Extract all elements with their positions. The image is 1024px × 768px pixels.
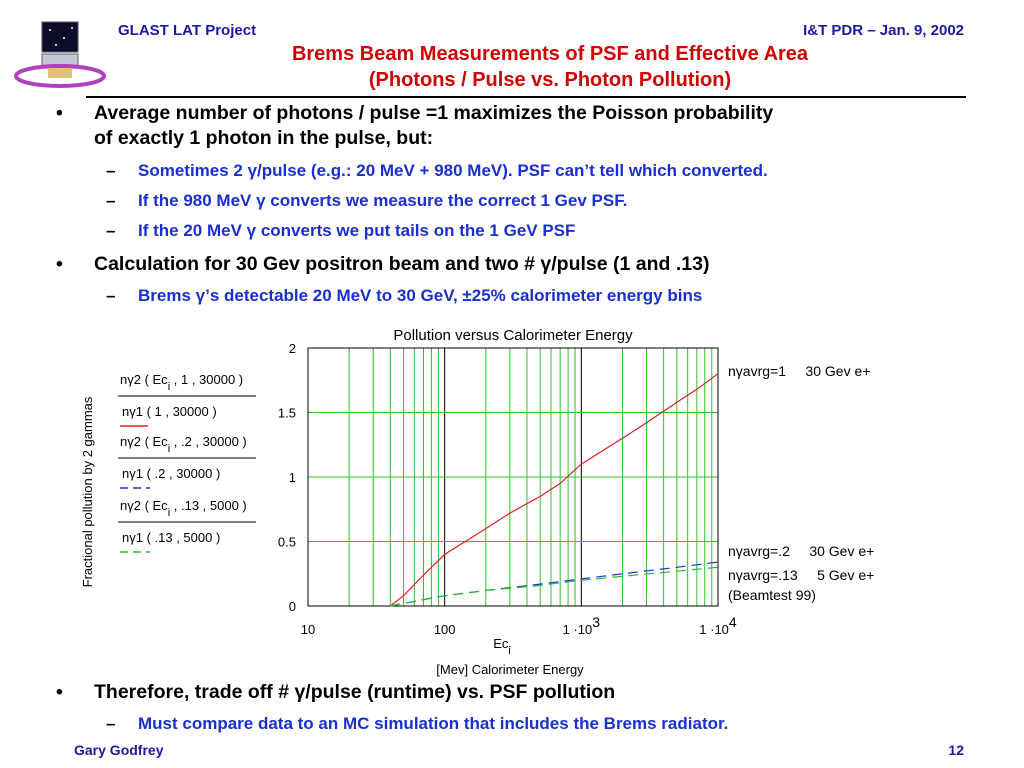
glast-logo: [14, 21, 106, 88]
y-tick-label: 1: [289, 470, 296, 485]
bullet-1-line1: Average number of photons / pulse =1 max…: [94, 102, 774, 124]
beamtest-annotation: (Beamtest 99): [728, 587, 816, 603]
legend-formulas: nγ2 ( Eci , 1 , 30000 ) nγ1 ( 1 , 30000 …: [118, 372, 256, 553]
project-name: GLAST LAT Project: [118, 22, 257, 39]
slide-title-line2: (Photons / Pulse vs. Photon Pollution): [368, 69, 732, 91]
y-tick-label: 0: [289, 599, 296, 614]
chart-title: Pollution versus Calorimeter Energy: [393, 327, 633, 344]
y-axis-label: Fractional pollution by 2 gammas: [80, 396, 95, 587]
bullet-1-sub-1: – Sometimes 2 γ/pulse (e.g.: 20 MeV + 980…: [106, 161, 768, 180]
series-lines: [389, 373, 719, 607]
chart-grid: [308, 348, 718, 606]
slide-title-line1: Brems Beam Measurements of PSF and Effec…: [291, 43, 809, 65]
bullet-dot: •: [56, 102, 63, 124]
y-tick-label: 1.5: [278, 406, 296, 421]
series-label-1: nγavrg=1 30 Gev e+: [728, 363, 870, 379]
legend-formula-2: nγ2 ( Eci , .2 , 30000 ) nγ1 ( .2 , 3000…: [118, 434, 256, 489]
x-axis-label-units: [Mev] Calorimeter Energy: [436, 662, 584, 677]
svg-text:nγ1 ( .13 , 5000 ): nγ1 ( .13 , 5000 ): [122, 530, 220, 545]
svg-text:nγ1 ( .2 , 30000 ): nγ1 ( .2 , 30000 ): [122, 466, 220, 481]
review-date: I&T PDR – Jan. 9, 2002: [803, 22, 964, 39]
y-axis-ticks: 0 0.5 1 1.5 2: [278, 341, 296, 614]
bullet-dot: •: [56, 253, 63, 275]
bullet-1-sub-3: – If the 20 MeV γ converts we put tails o…: [106, 221, 576, 240]
bullet-3: • Therefore, trade off # γ/pulse (runtim…: [56, 681, 616, 703]
svg-text:nγ2 ( Eci , .2 , 30000 ): nγ2 ( Eci , .2 , 30000 ): [120, 434, 247, 455]
series-line-1: [389, 373, 719, 607]
x-tick-label: 1 ·103: [563, 614, 601, 637]
legend-formula-1: nγ2 ( Eci , 1 , 30000 ) nγ1 ( 1 , 30000 …: [118, 372, 256, 427]
series-label-2: nγavrg=.2 30 Gev e+: [728, 543, 874, 559]
bullet-1: • Average number of photons / pulse =1 m…: [56, 101, 774, 151]
series-label-3: nγavrg=.13 5 Gev e+: [728, 567, 874, 583]
bullet-2: • Calculation for 30 Gev positron beam a…: [56, 253, 710, 275]
x-tick-label: 10: [301, 622, 315, 637]
x-axis-label: Eci: [493, 636, 511, 657]
bullet-1-line2: of exactly 1 photon in the pulse, but:: [94, 127, 434, 149]
y-tick-label: 0.5: [278, 535, 296, 550]
x-axis-ticks: 10 100 1 ·103 1 ·104: [301, 614, 737, 637]
plot-frame: [307, 347, 719, 607]
svg-text:nγ2 ( Eci , .13 , 5000 ): nγ2 ( Eci , .13 , 5000 ): [120, 498, 247, 519]
page-number: 12: [948, 742, 964, 758]
series-line-3: [390, 566, 719, 607]
svg-text:nγ2 ( Eci , 1 , 30000 ): nγ2 ( Eci , 1 , 30000 ): [120, 372, 243, 393]
pollution-chart: Pollution versus Calorimeter Energy 0 0.5…: [80, 327, 874, 677]
bullet-2-sub-1: – Brems γ’s detectable 20 MeV to 30 GeV, …: [106, 286, 703, 305]
bullet-1-sub-2: – If the 980 MeV γ converts we measure th…: [106, 191, 628, 210]
x-tick-label: 100: [434, 622, 456, 637]
author: Gary Godfrey: [74, 742, 164, 758]
bullet-3-sub-1: – Must compare data to an MC simulation t…: [106, 714, 729, 733]
x-tick-label: 1 ·104: [699, 614, 737, 637]
legend-formula-3: nγ2 ( Eci , .13 , 5000 ) nγ1 ( .13 , 500…: [118, 498, 256, 553]
y-tick-label: 2: [289, 341, 296, 356]
svg-text:nγ1 ( 1 , 30000 ): nγ1 ( 1 , 30000 ): [122, 404, 217, 419]
bullet-dot: •: [56, 681, 63, 703]
title-rule: [86, 96, 966, 98]
